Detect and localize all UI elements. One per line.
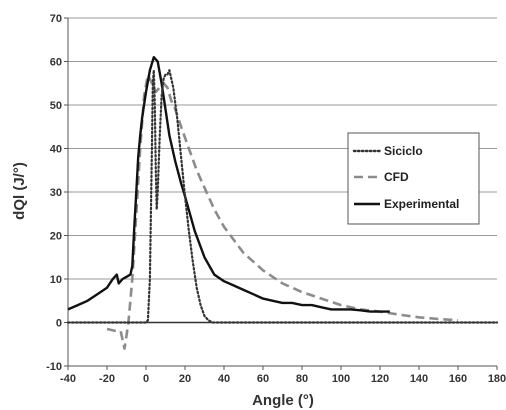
legend-label-siciclo: Siciclo: [384, 144, 423, 158]
y-axis-title: dQl (J/°): [11, 162, 28, 220]
series-lines: [66, 56, 499, 350]
legend-label-cfd: CFD: [384, 170, 409, 184]
x-tick-label: -20: [99, 373, 115, 385]
x-tick-label: 120: [371, 373, 389, 385]
x-tick-label: 160: [449, 373, 467, 385]
x-tick-labels: -40 -20 0 20 40 60 80 100 120 140 160 180: [60, 373, 506, 385]
y-tick-label: 30: [50, 187, 62, 199]
x-tick-label: 60: [257, 373, 269, 385]
x-tick-label: 40: [218, 373, 230, 385]
y-tick-label: 40: [50, 144, 62, 156]
legend-label-experimental: Experimental: [384, 197, 459, 211]
x-tick-label: 80: [296, 373, 308, 385]
legend: Siciclo CFD Experimental: [347, 132, 480, 225]
x-tick-label: 140: [410, 373, 428, 385]
y-tick-label: 0: [56, 318, 62, 330]
legend-box: [347, 132, 480, 225]
y-tick-label: 70: [50, 13, 62, 25]
y-tick-label: -10: [46, 361, 62, 373]
y-tick-label: 60: [50, 57, 62, 69]
series-line-experimental: [67, 56, 390, 313]
series-line-siciclo: [66, 69, 499, 324]
x-tick-label: 20: [179, 373, 191, 385]
x-axis-title: Angle (°): [252, 392, 314, 409]
y-tick-labels: -10 0 10 20 30 40 50 60 70: [46, 13, 62, 373]
axes: [64, 17, 498, 370]
x-tick-label: 180: [488, 373, 506, 385]
y-tick-label: 10: [50, 274, 62, 286]
x-tick-label: 100: [332, 373, 350, 385]
x-tick-label: -40: [60, 373, 76, 385]
y-tick-label: 20: [50, 231, 62, 243]
x-tick-label: 0: [143, 373, 149, 385]
y-tick-label: 50: [50, 100, 62, 112]
